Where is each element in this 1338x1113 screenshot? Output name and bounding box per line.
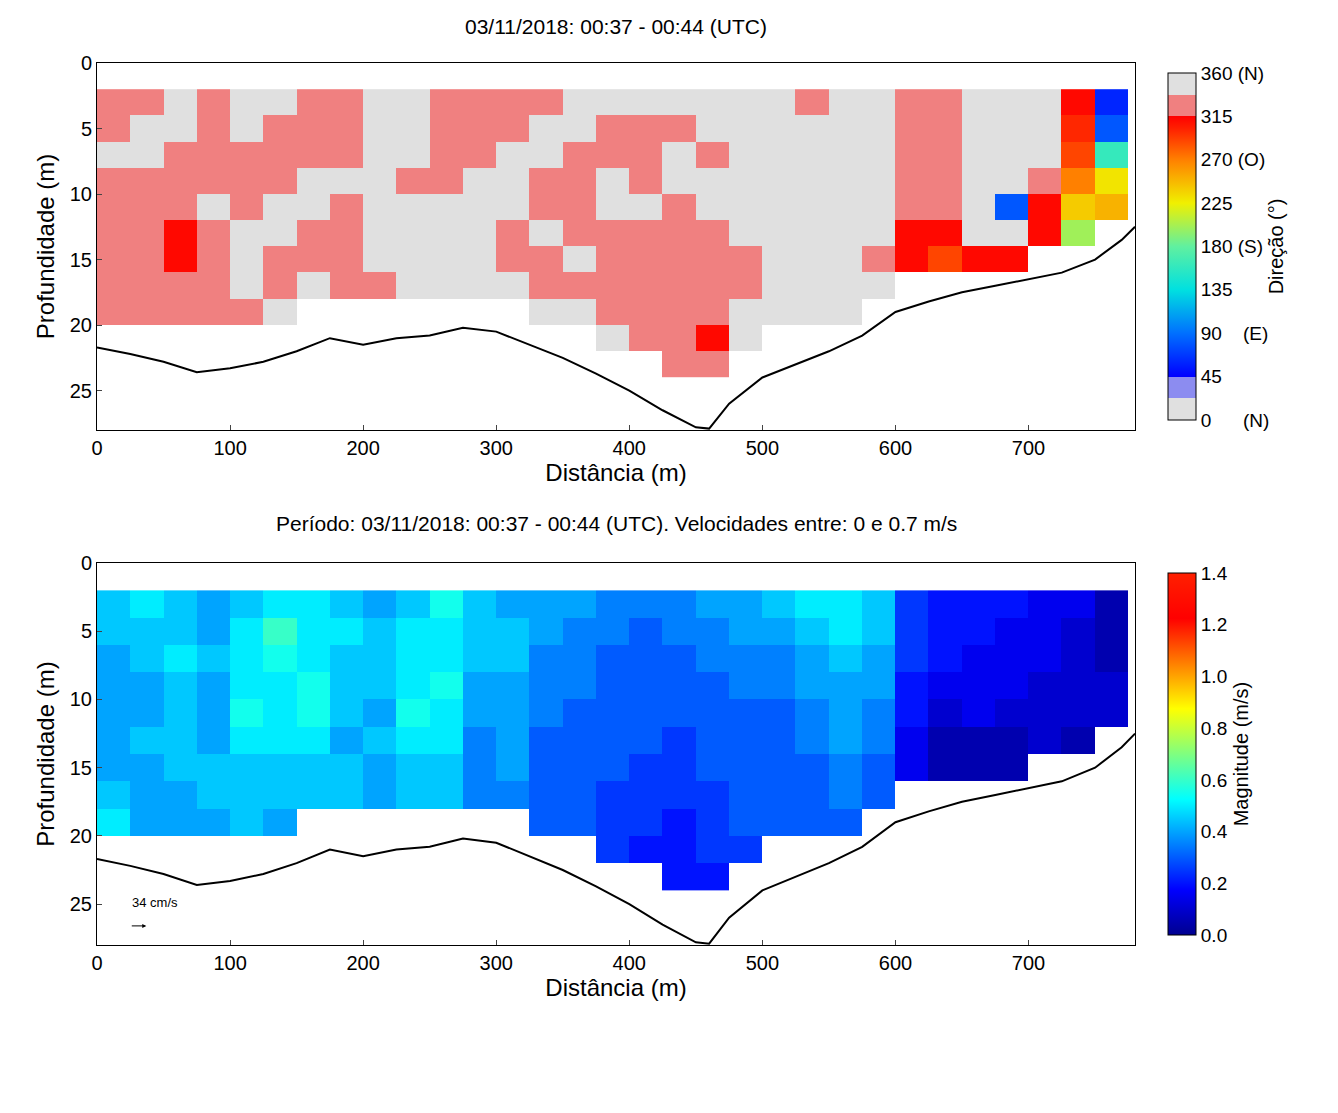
svg-text:300: 300 (480, 437, 513, 459)
svg-text:5: 5 (81, 620, 92, 642)
svg-text:1.4: 1.4 (1201, 563, 1228, 584)
svg-text:0.8: 0.8 (1201, 718, 1227, 739)
svg-text:5: 5 (81, 118, 92, 140)
svg-text:400: 400 (613, 952, 646, 974)
svg-text:Profundidade (m): Profundidade (m) (32, 154, 59, 339)
svg-text:Período: 03/11/2018: 00:37 - 0: Período: 03/11/2018: 00:37 - 00:44 (UTC)… (276, 512, 957, 535)
svg-text:Distância (m): Distância (m) (545, 974, 686, 1001)
svg-text:03/11/2018: 00:37 - 00:44 (UTC: 03/11/2018: 00:37 - 00:44 (UTC) (465, 15, 767, 38)
svg-text:135: 135 (1201, 279, 1233, 300)
svg-text:600: 600 (879, 952, 912, 974)
svg-text:15: 15 (70, 249, 92, 271)
svg-text:270 (O): 270 (O) (1201, 149, 1265, 170)
svg-text:100: 100 (213, 952, 246, 974)
svg-text:1.0: 1.0 (1201, 666, 1227, 687)
svg-text:180 (S): 180 (S) (1201, 236, 1263, 257)
svg-text:225: 225 (1201, 193, 1233, 214)
svg-text:0: 0 (81, 52, 92, 74)
svg-text:200: 200 (346, 952, 379, 974)
svg-text:100: 100 (213, 437, 246, 459)
svg-text:25: 25 (70, 893, 92, 915)
svg-text:Magnitude (m/s): Magnitude (m/s) (1230, 682, 1252, 827)
svg-text:0: 0 (91, 952, 102, 974)
svg-text:0.4: 0.4 (1201, 821, 1228, 842)
svg-text:0.2: 0.2 (1201, 873, 1227, 894)
svg-text:315: 315 (1201, 106, 1233, 127)
svg-text:700: 700 (1012, 437, 1045, 459)
svg-text:0.0: 0.0 (1201, 925, 1227, 946)
svg-text:360 (N): 360 (N) (1201, 63, 1264, 84)
svg-text:10: 10 (70, 688, 92, 710)
svg-text:700: 700 (1012, 952, 1045, 974)
svg-text:45: 45 (1201, 366, 1222, 387)
svg-text:600: 600 (879, 437, 912, 459)
svg-text:1.2: 1.2 (1201, 614, 1227, 635)
svg-text:20: 20 (70, 825, 92, 847)
svg-text:Distância (m): Distância (m) (545, 459, 686, 486)
svg-text:20: 20 (70, 314, 92, 336)
svg-text:0.6: 0.6 (1201, 770, 1227, 791)
svg-text:Profundidade (m): Profundidade (m) (32, 661, 59, 846)
svg-text:Direção (°): Direção (°) (1265, 199, 1287, 295)
svg-text:10: 10 (70, 183, 92, 205)
svg-text:0: 0 (91, 437, 102, 459)
svg-text:0 (N): 0 (N) (1201, 410, 1270, 431)
svg-text:34 cm/s: 34 cm/s (132, 895, 178, 910)
svg-text:200: 200 (346, 437, 379, 459)
svg-text:25: 25 (70, 380, 92, 402)
svg-text:500: 500 (746, 952, 779, 974)
svg-text:500: 500 (746, 437, 779, 459)
svg-text:400: 400 (613, 437, 646, 459)
svg-text:300: 300 (480, 952, 513, 974)
svg-text:90 (E): 90 (E) (1201, 323, 1269, 344)
svg-text:15: 15 (70, 757, 92, 779)
svg-text:0: 0 (81, 552, 92, 574)
